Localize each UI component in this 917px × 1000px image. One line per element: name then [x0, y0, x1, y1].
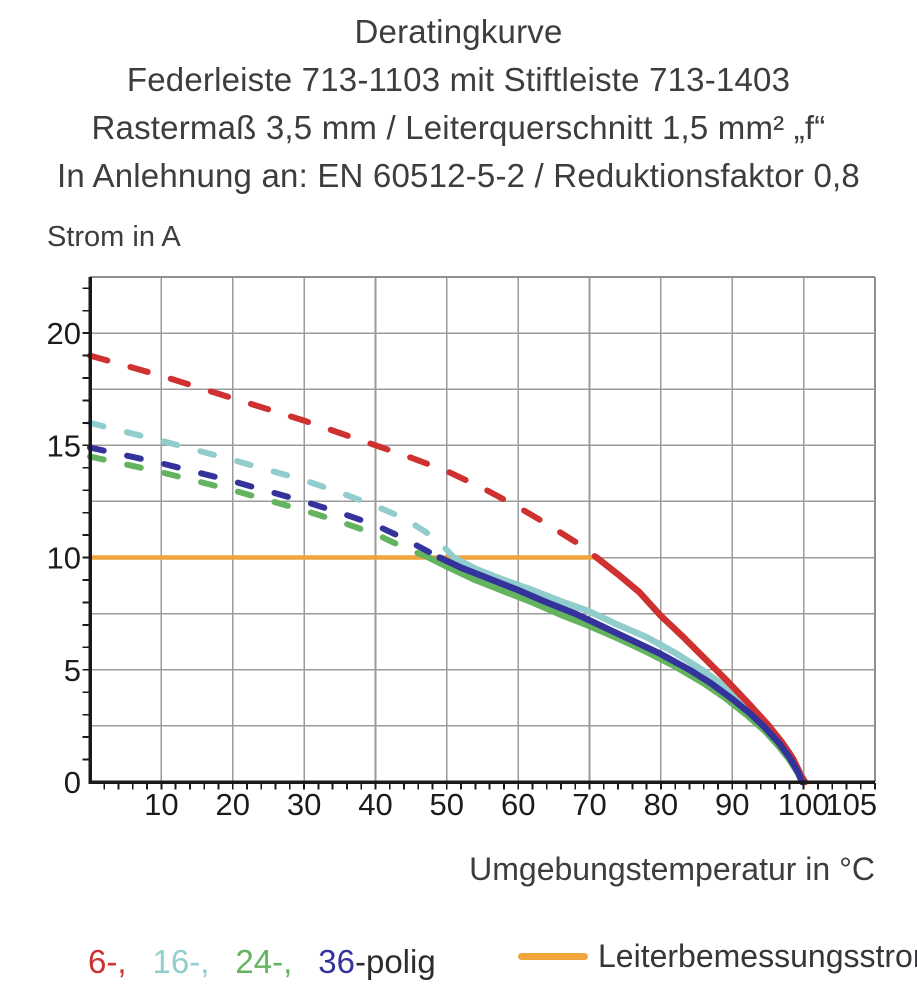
reference-line-swatch-icon — [518, 953, 588, 960]
legend-item-24polig: 24-, — [235, 943, 293, 980]
series-16-polig-dashed — [87, 419, 457, 561]
subtitle-pitch: Rastermaß 3,5 mm / Leiterquerschnitt 1,5… — [91, 109, 826, 146]
series-36-polig-solid — [436, 554, 806, 786]
x-tick-label: 100 — [778, 787, 830, 822]
subtitle-standard: In Anlehnung an: EN 60512-5-2 / Reduktio… — [57, 157, 860, 194]
x-axis-title: Umgebungstemperatur in °C — [469, 851, 875, 887]
reference-line-label: Leiterbemessungsstrom — [598, 938, 917, 974]
x-tick-label: 60 — [501, 787, 535, 822]
reference-line-legend: Leiterbemessungsstrom — [518, 938, 917, 975]
x-tick-label: 105 — [825, 787, 877, 822]
page-title: Deratingkurve — [354, 13, 563, 50]
x-tick-label: 40 — [358, 787, 392, 822]
x-tick-label: 10 — [144, 787, 178, 822]
legend-item-6polig: 6-, — [88, 943, 127, 980]
legend-polig-suffix: -polig — [354, 943, 436, 980]
x-tick-label: 30 — [287, 787, 321, 822]
x-tick-label: 20 — [215, 787, 249, 822]
series-24-polig-dashed — [87, 453, 432, 561]
series-6-polig-dashed — [87, 352, 600, 561]
legend-item-36polig: 36 — [318, 943, 355, 980]
y-tick-label: 20 — [47, 316, 81, 351]
subtitle-connectors: Federleiste 713-1103 mit Stiftleiste 713… — [126, 61, 791, 98]
x-tick-label: 80 — [644, 787, 678, 822]
series-36-polig-dashed — [87, 444, 443, 561]
y-tick-label: 15 — [47, 428, 81, 463]
pole-count-legend: 6-, 16-, 24-, 36 -polig — [88, 943, 436, 981]
x-tick-label: 90 — [715, 787, 749, 822]
legend-item-16polig: 16-, — [152, 943, 210, 980]
chart-header: Deratingkurve Federleiste 713-1103 mit S… — [0, 8, 917, 200]
x-tick-label: 50 — [430, 787, 464, 822]
x-tick-label: 70 — [572, 787, 606, 822]
y-tick-label: 10 — [47, 541, 81, 576]
y-tick-label: 5 — [64, 653, 81, 688]
y-tick-label: 0 — [64, 765, 81, 800]
y-axis-title: Strom in A — [47, 221, 181, 253]
